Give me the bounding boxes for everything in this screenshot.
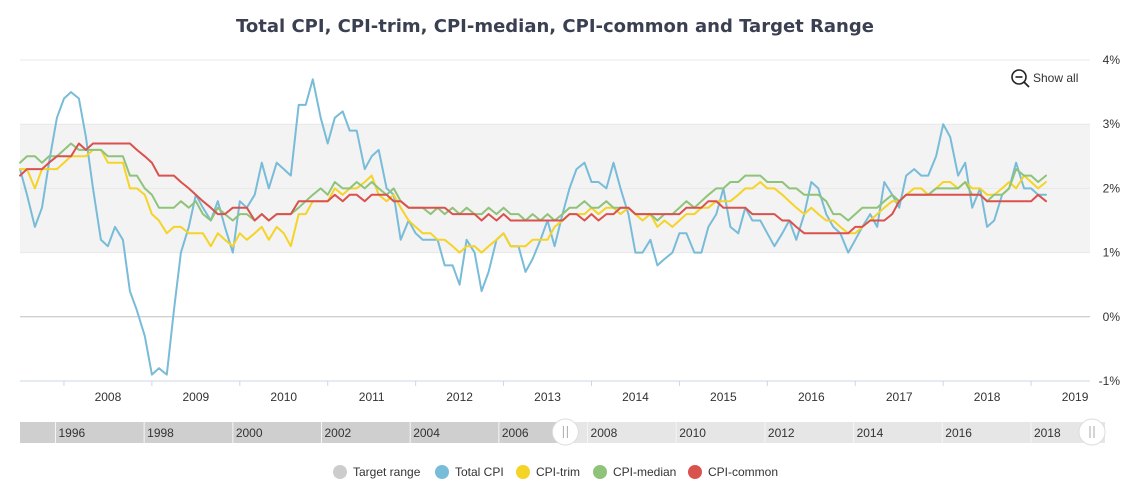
chart-title: Total CPI, CPI-trim, CPI-median, CPI-com… xyxy=(236,16,874,37)
series-lines xyxy=(19,78,1047,376)
x-tick-label: 2019 xyxy=(1062,390,1089,404)
zoom-out-icon-handle xyxy=(1023,81,1030,88)
reset-zoom-label: Show all xyxy=(1033,71,1078,85)
x-tick-label: 2011 xyxy=(359,390,385,404)
navigator-tick-label: 2002 xyxy=(325,426,352,440)
navigator-tick-label: 2010 xyxy=(679,426,706,440)
navigator[interactable]: 1996 1998 2000 2002 2004 2006 2008 2010 2012 2014… xyxy=(20,418,1106,446)
navigator-handle-right[interactable] xyxy=(1078,418,1106,446)
legend-label: CPI-median xyxy=(613,465,676,479)
legend-label: CPI-common xyxy=(708,465,778,479)
series-line-total-cpi xyxy=(19,78,1047,376)
navigator-tick-label: 1998 xyxy=(147,426,174,440)
x-tick-label: 2010 xyxy=(270,390,297,404)
legend: Target range Total CPI CPI-trim CPI-median C… xyxy=(333,465,778,479)
y-tick-label: -1% xyxy=(1099,374,1121,388)
x-tick-label: 2012 xyxy=(446,390,473,404)
y-tick-label: 4% xyxy=(1103,53,1121,67)
legend-marker xyxy=(516,465,530,479)
navigator-tick-label: 2012 xyxy=(768,426,795,440)
navigator-tick-label: 2016 xyxy=(945,426,972,440)
navigator-tick-label: 2006 xyxy=(502,426,529,440)
y-axis: 4% 3% 2% 1% 0% -1% xyxy=(1099,53,1121,388)
navigator-tick-label: 2004 xyxy=(413,426,440,440)
series-line-cpi-common xyxy=(19,142,1047,235)
y-tick-label: 0% xyxy=(1103,310,1121,324)
x-axis: 2008 2009 2010 2011 2012 2013 2014 2015 2016 2017… xyxy=(20,380,1090,404)
legend-item[interactable]: Total CPI xyxy=(435,465,504,479)
x-tick-label: 2016 xyxy=(798,390,825,404)
navigator-unselected-range xyxy=(20,422,566,443)
series-line-cpi-median xyxy=(19,142,1047,222)
x-tick-label: 2018 xyxy=(974,390,1001,404)
navigator-tick-label: 2000 xyxy=(236,426,263,440)
x-tick-label: 2015 xyxy=(710,390,737,404)
legend-marker xyxy=(435,465,449,479)
series-line-cpi-trim xyxy=(19,148,1047,254)
y-tick-label: 1% xyxy=(1103,246,1121,260)
legend-marker xyxy=(333,465,347,479)
reset-zoom-button[interactable]: Show all xyxy=(1011,69,1078,88)
navigator-tick-label: 2018 xyxy=(1034,426,1061,440)
legend-item[interactable]: CPI-trim xyxy=(516,465,580,479)
legend-label: Total CPI xyxy=(455,465,504,479)
navigator-handle-knob[interactable] xyxy=(1078,418,1106,446)
x-tick-label: 2014 xyxy=(622,390,649,404)
navigator-tick-label: 2008 xyxy=(591,426,618,440)
zoom-out-icon xyxy=(1011,69,1027,85)
x-tick-label: 2008 xyxy=(95,390,122,404)
navigator-tick-label: 1996 xyxy=(58,426,85,440)
navigator-tick-label: 2014 xyxy=(857,426,884,440)
plot-area: 4%3%2%1%0%-1% 2008 2009 2010 2011 2012 2013 20… xyxy=(19,53,1121,404)
legend-label: CPI-trim xyxy=(536,465,580,479)
x-tick-label: 2013 xyxy=(534,390,561,404)
legend-label: Target range xyxy=(353,465,421,479)
legend-item[interactable]: CPI-median xyxy=(593,465,676,479)
y-tick-label: 2% xyxy=(1103,181,1121,195)
legend-marker xyxy=(593,465,607,479)
navigator-handle-knob[interactable] xyxy=(551,418,579,446)
y-tick-label: 3% xyxy=(1103,117,1121,131)
navigator-axis: 1996 1998 2000 2002 2004 2006 2008 2010 2012 2014… xyxy=(54,422,1061,443)
legend-marker xyxy=(688,465,702,479)
legend-item[interactable]: CPI-common xyxy=(688,465,778,479)
x-tick-label: 2017 xyxy=(886,390,913,404)
x-tick-label: 2009 xyxy=(182,390,209,404)
legend-item[interactable]: Target range xyxy=(333,465,421,479)
navigator-handle-left[interactable] xyxy=(551,418,579,446)
